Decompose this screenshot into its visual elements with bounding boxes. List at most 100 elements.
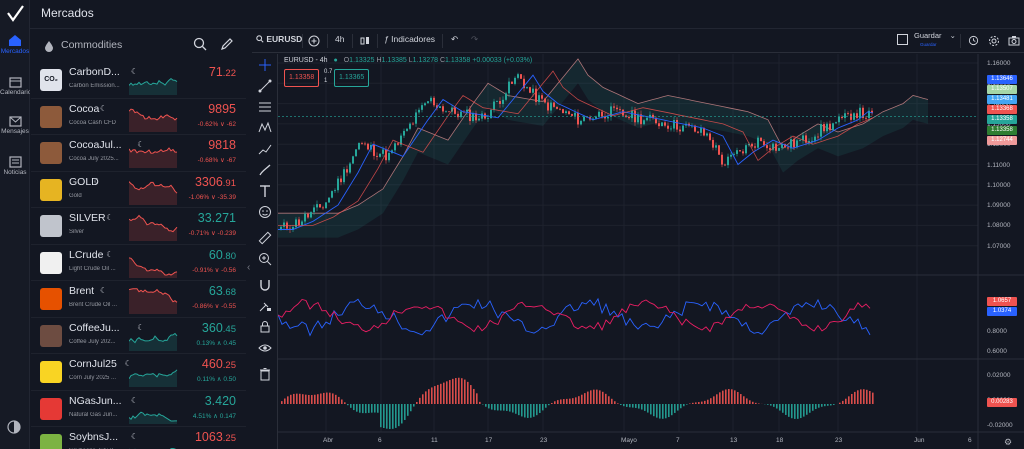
chart-mark: [590, 390, 592, 404]
chart-mark: [637, 114, 639, 123]
chart-mark: [392, 404, 394, 429]
buy-button[interactable]: 1.13365: [334, 69, 370, 87]
chart-mark: [304, 213, 306, 222]
legend-low: 1.13278: [412, 57, 438, 64]
watchlist-row[interactable]: SoybnsJ...☾Soybeans July 2...1063.250.24…: [31, 427, 246, 449]
chart-mark: [601, 111, 603, 117]
sell-button[interactable]: 1.13358: [284, 69, 320, 87]
pattern-icon[interactable]: [257, 120, 273, 136]
chart-mark: [536, 404, 538, 416]
watchlist-row[interactable]: CoffeeJu... ☾ Coffee July 202... 360.45 0.13…: [31, 318, 246, 354]
brush-icon[interactable]: [257, 162, 273, 178]
undo-icon[interactable]: ↶: [451, 34, 459, 44]
camera-icon[interactable]: [1008, 35, 1020, 46]
asset-name: CocoaJul...: [69, 139, 122, 151]
chart-mark: [418, 109, 420, 113]
chart-area[interactable]: EURUSD - 4h ● O1.13325 H1.13385 L1.13278…: [278, 54, 1024, 449]
text-icon[interactable]: [257, 183, 273, 199]
candles-icon[interactable]: [359, 35, 371, 47]
legend-dot-icon: ●: [333, 57, 338, 64]
edit-icon[interactable]: [220, 37, 234, 51]
watchlist-row[interactable]: LCrude ☾ Light Crude Oil ... 60.80 -0.91% ∨ …: [31, 245, 246, 281]
axis-settings-icon[interactable]: ⚙: [1004, 437, 1013, 447]
settings-gear-icon[interactable]: [988, 35, 1000, 47]
nav-item-noticias[interactable]: Noticias: [0, 156, 30, 176]
chart-mark: [409, 123, 411, 129]
lock-drawings-icon[interactable]: [257, 298, 273, 314]
asset-icon: [40, 251, 62, 274]
chart-mark: [367, 143, 369, 150]
chart-mark: [818, 404, 820, 408]
save-button[interactable]: Guardar ⌄: [914, 31, 956, 40]
price-decimals: .80: [222, 250, 236, 262]
search-icon[interactable]: [193, 37, 207, 51]
chart-mark: [473, 388, 475, 404]
watchlist-row[interactable]: CornJul25 ☾ Corn July 2025 ... 460.25 0.11% …: [31, 354, 246, 391]
watchlist-row[interactable]: Brent ☾ Brent Crude Oil ... 63.68 -0.86% ∨ -…: [31, 281, 246, 318]
asset-description: Natural Gas Jun...: [69, 411, 118, 418]
chart-mark: [712, 139, 714, 148]
nav-item-calendario[interactable]: Calendario: [0, 76, 30, 96]
chart-mark: [751, 143, 753, 147]
chart-mark: [604, 116, 606, 119]
indicators-button[interactable]: ƒ Indicadores: [384, 34, 435, 44]
chart-mark: [316, 204, 318, 208]
eye-icon[interactable]: [257, 340, 273, 356]
watchlist-row[interactable]: Cocoa ☾ Cocoa Cash CFD 9895 -0.62% ∨ -62: [31, 99, 246, 135]
chart-mark: [572, 398, 574, 404]
chart-mark: [707, 399, 709, 404]
theme-toggle-icon[interactable]: [7, 420, 21, 434]
crosshair-icon[interactable]: [257, 57, 273, 73]
trend-line-icon[interactable]: [257, 78, 273, 94]
asset-price: 33.271: [198, 211, 236, 225]
mail-icon: [8, 116, 22, 127]
nav-item-mercados[interactable]: Mercados: [0, 34, 30, 55]
chart-mark: [470, 385, 472, 404]
chart-mark: [754, 146, 756, 148]
chart-mark: [400, 135, 402, 145]
redo-icon[interactable]: ↷: [471, 34, 479, 44]
asset-description: Coffee July 202...: [69, 338, 116, 345]
alert-icon[interactable]: [968, 35, 979, 46]
zoom-in-icon[interactable]: [257, 251, 273, 267]
watchlist-row[interactable]: GOLD ☾ Gold 3306.91 -1.06% ∨ -35.39: [31, 172, 246, 208]
asset-name: GOLD: [69, 175, 99, 188]
chart-mark: [326, 392, 328, 404]
lock-icon[interactable]: [257, 319, 273, 335]
chart-mark: [640, 114, 642, 125]
watchlist-row[interactable]: SILVER ☾ Silver 33.271 -0.71% ∨ -0.239: [31, 208, 246, 245]
price-decimals: .25: [222, 433, 236, 444]
toolbar-divider: [960, 34, 961, 48]
nav-item-mensajes[interactable]: Mensajes: [0, 116, 30, 135]
chart-mark: [682, 125, 684, 132]
magnet-icon[interactable]: [257, 277, 273, 293]
chart-mark: [425, 391, 427, 404]
watchlist-row[interactable]: NGasJun... ☾ Natural Gas Jun... 3.420 4.51% …: [31, 391, 246, 427]
channel-icon[interactable]: [257, 99, 273, 115]
chart-mark: [503, 404, 505, 411]
interval-button[interactable]: 4h: [335, 34, 345, 44]
emoji-icon[interactable]: [257, 204, 273, 220]
chart-mark: [334, 190, 336, 192]
forecast-icon[interactable]: [257, 141, 273, 157]
chart-canvas[interactable]: [278, 54, 1024, 449]
chart-mark: [703, 127, 705, 136]
chart-mark: [769, 148, 771, 150]
add-symbol-icon[interactable]: [308, 35, 320, 47]
asset-description: Carbon Emission...: [69, 83, 120, 89]
watchlist-row[interactable]: CocoaJul... ☾ Cocoa July 2025... 9818 -0.68%…: [31, 135, 246, 172]
ruler-icon[interactable]: [257, 230, 273, 246]
chart-mark: [763, 141, 765, 146]
symbol-search[interactable]: EURUSD: [256, 34, 302, 44]
toolbar-divider: [352, 34, 353, 48]
asset-description: Cocoa Cash CFD: [69, 119, 117, 126]
chart-mark: [413, 404, 415, 407]
trash-icon[interactable]: [257, 366, 273, 382]
chart-mark: [310, 212, 312, 218]
collapse-sidebar-icon[interactable]: ‹: [247, 262, 251, 273]
spread-top: 0.7: [324, 69, 333, 75]
layout-checkbox[interactable]: [897, 34, 908, 45]
chart-mark: [743, 396, 745, 404]
chart-mark: [628, 116, 630, 119]
watchlist-row[interactable]: CO₂ CarbonD... ☾ Carbon Emission... 71.22: [31, 62, 246, 99]
